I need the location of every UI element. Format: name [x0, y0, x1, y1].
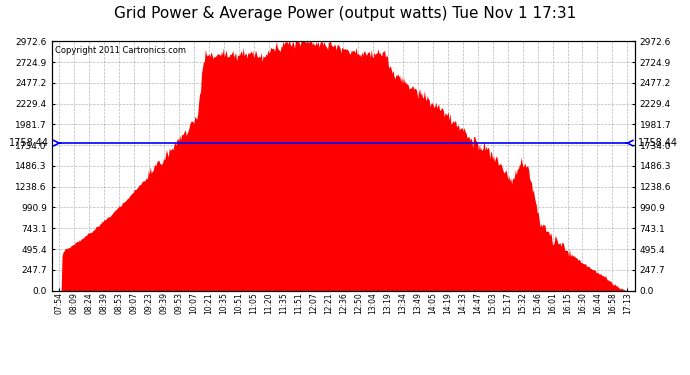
Text: Grid Power & Average Power (output watts) Tue Nov 1 17:31: Grid Power & Average Power (output watts… [114, 6, 576, 21]
Text: 1758.44: 1758.44 [9, 138, 49, 148]
Text: Copyright 2011 Cartronics.com: Copyright 2011 Cartronics.com [55, 46, 186, 55]
Text: 1758.44: 1758.44 [638, 138, 678, 148]
